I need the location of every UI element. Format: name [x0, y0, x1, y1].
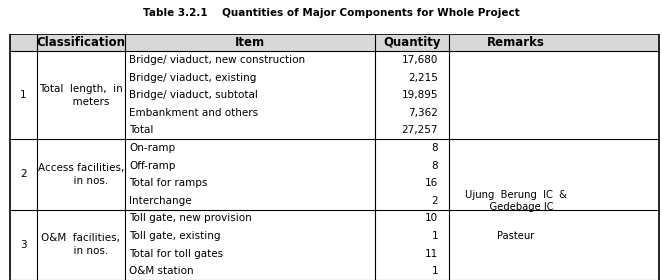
Text: 1: 1 [21, 90, 27, 100]
Text: Item: Item [234, 36, 265, 49]
Text: Total: Total [129, 125, 154, 136]
Bar [10, 210, 659, 280]
Text: Access facilities,
      in nos.: Access facilities, in nos. [38, 163, 124, 186]
Text: Total  length,  in
      meters: Total length, in meters [39, 84, 123, 107]
Text: Off-ramp: Off-ramp [129, 161, 176, 171]
Text: Toll gate, existing: Toll gate, existing [129, 231, 221, 241]
Text: 2,215: 2,215 [408, 73, 438, 83]
Bar [10, 139, 659, 210]
Text: 19,895: 19,895 [401, 90, 438, 100]
Text: 2: 2 [21, 169, 27, 179]
Text: Interchange: Interchange [129, 196, 192, 206]
Bar [10, 34, 659, 51]
Text: 1: 1 [432, 266, 438, 276]
Text: Table 3.2.1    Quantities of Major Components for Whole Project: Table 3.2.1 Quantities of Major Componen… [142, 8, 520, 18]
Text: Bridge/ viaduct, existing: Bridge/ viaduct, existing [129, 73, 257, 83]
Text: 17,680: 17,680 [402, 55, 438, 65]
Bar [10, 51, 659, 139]
Text: O&M station: O&M station [129, 266, 194, 276]
Text: 16: 16 [425, 178, 438, 188]
Text: Classification: Classification [36, 36, 126, 49]
Text: 10: 10 [425, 213, 438, 223]
Text: Ujung  Berung  IC  &
    Gedebage IC: Ujung Berung IC & Gedebage IC [465, 190, 567, 212]
Text: Embankment and others: Embankment and others [129, 108, 259, 118]
Text: Total for ramps: Total for ramps [129, 178, 208, 188]
Text: O&M  facilities,
      in nos.: O&M facilities, in nos. [42, 233, 120, 256]
Text: 27,257: 27,257 [401, 125, 438, 136]
Text: 2: 2 [432, 196, 438, 206]
Text: On-ramp: On-ramp [129, 143, 175, 153]
Text: 8: 8 [432, 143, 438, 153]
Text: Bridge/ viaduct, new construction: Bridge/ viaduct, new construction [129, 55, 306, 65]
Text: 7,362: 7,362 [408, 108, 438, 118]
Text: Quantity: Quantity [383, 36, 441, 49]
Text: 1: 1 [432, 231, 438, 241]
Text: 11: 11 [425, 249, 438, 259]
Text: 3: 3 [21, 240, 27, 250]
Text: Pasteur: Pasteur [497, 231, 534, 241]
Text: Remarks: Remarks [487, 36, 545, 49]
Text: Bridge/ viaduct, subtotal: Bridge/ viaduct, subtotal [129, 90, 258, 100]
Text: 8: 8 [432, 161, 438, 171]
Text: Toll gate, new provision: Toll gate, new provision [129, 213, 252, 223]
Text: Total for toll gates: Total for toll gates [129, 249, 224, 259]
